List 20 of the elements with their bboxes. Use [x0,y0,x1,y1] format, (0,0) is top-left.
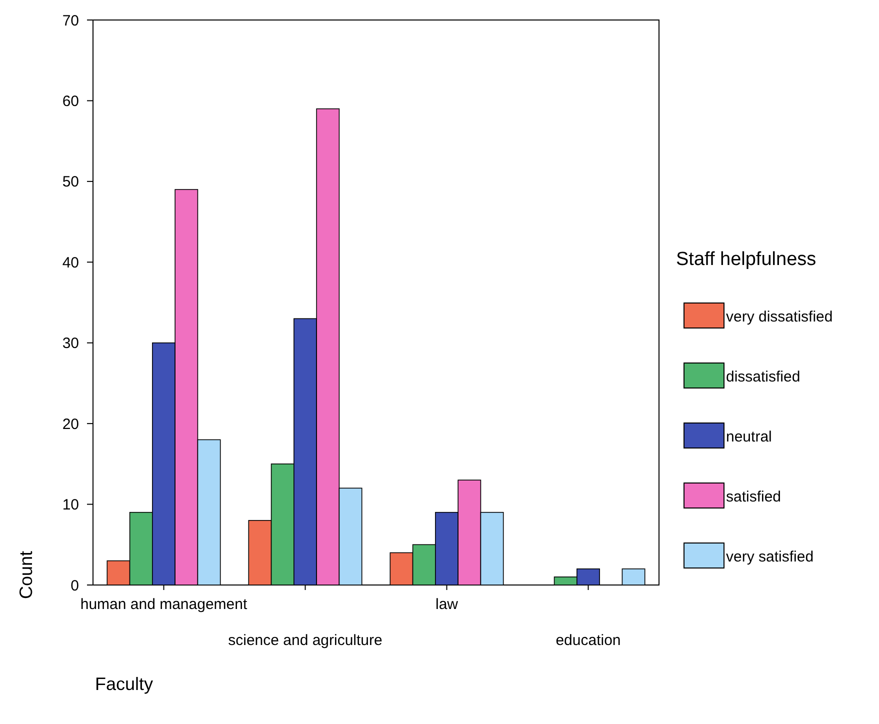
y-tick-label: 0 [70,577,79,594]
x-tick-label: human and management [80,596,248,613]
y-tick-label: 30 [62,335,79,352]
y-tick-label: 70 [62,12,79,30]
x-tick-label: law [435,596,458,613]
y-tick-label: 10 [62,496,79,514]
y-tick-label: 40 [62,254,79,272]
legend-label: satisfied [726,488,782,506]
legend-label: neutral [726,428,772,446]
y-axis-title: Count [16,550,36,600]
y-tick-label: 20 [62,416,79,433]
legend-label: very satisfied [726,548,814,566]
legend-title: Staff helpfulness [676,249,816,270]
x-tick-label: science and agriculture [228,632,382,649]
legend-label: dissatisfied [726,368,800,386]
x-tick-label: education [556,632,621,649]
x-axis-title: Faculty [95,674,154,694]
legend-label: very dissatisfied [726,308,833,326]
y-tick-label: 60 [62,92,79,110]
y-tick-label: 50 [62,174,79,191]
